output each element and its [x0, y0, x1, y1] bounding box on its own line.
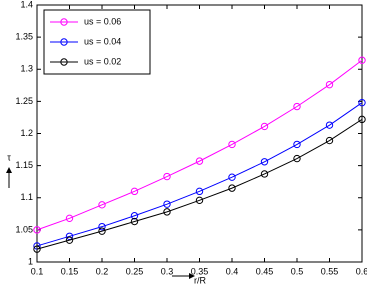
point: [130, 187, 139, 196]
point: [325, 136, 334, 145]
point: [325, 80, 334, 89]
point: [65, 236, 74, 244]
legend-marker: [60, 58, 68, 66]
x-tick-label: 0.15: [61, 266, 79, 276]
point: [65, 232, 74, 241]
point: [293, 154, 301, 163]
point: [293, 140, 301, 149]
series-line: [36, 102, 363, 247]
point: [163, 172, 171, 181]
point: [130, 212, 139, 220]
point: [163, 208, 171, 216]
point: [228, 173, 236, 181]
y-tick-label: 1.25: [15, 96, 33, 106]
legend-label: us = 0.06: [84, 16, 121, 26]
point: [98, 222, 106, 231]
x-tick-label: 0.4: [226, 266, 239, 276]
y-tick-label: 1.3: [20, 64, 33, 74]
y-tick-label: 1.1: [20, 192, 33, 202]
point: [65, 214, 74, 223]
point: [260, 170, 269, 178]
x-tick-label: 0.6: [356, 266, 367, 276]
series-line: [36, 118, 363, 250]
legend-label: us = 0.04: [84, 36, 121, 46]
point: [33, 226, 41, 234]
y-tick-label: 1.2: [20, 128, 33, 138]
point: [358, 98, 366, 107]
point: [358, 115, 366, 124]
x-tick-label: 0.3: [161, 266, 174, 276]
point: [98, 227, 106, 235]
point: [228, 140, 236, 149]
x-tick-label: 0.1: [31, 266, 44, 276]
point: [130, 217, 139, 226]
point: [98, 201, 106, 209]
legend-marker: [60, 18, 68, 26]
y-tick-label: 1.35: [15, 32, 33, 42]
point: [325, 121, 334, 129]
x-tick-label: 0.35: [191, 266, 209, 276]
point: [260, 122, 269, 131]
y-axis-label: τ: [7, 152, 11, 162]
point: [163, 200, 171, 208]
y-tick-label: 1.15: [15, 160, 33, 170]
x-tick-label: 0.25: [126, 266, 144, 276]
point: [195, 187, 204, 196]
y-arrow-head: [6, 167, 12, 173]
x-axis-label: r/R: [194, 275, 206, 285]
y-tick-label: 1.4: [20, 0, 33, 9]
point: [228, 184, 236, 192]
point: [195, 157, 204, 165]
x-tick-label: 0.5: [291, 266, 304, 276]
x-tick-label: 0.55: [321, 266, 339, 276]
y-tick-label: 1: [28, 256, 33, 266]
point: [33, 245, 41, 253]
point: [260, 158, 269, 166]
point: [293, 102, 301, 111]
series-line: [36, 59, 363, 231]
legend-label: us = 0.02: [84, 56, 121, 66]
y-tick-label: 1.05: [15, 224, 33, 234]
x-tick-label: 0.2: [96, 266, 109, 276]
point: [358, 56, 366, 64]
x-tick-label: 0.45: [256, 266, 274, 276]
x-arrow-head: [189, 273, 195, 279]
point: [195, 196, 204, 205]
legend-marker: [60, 38, 68, 46]
